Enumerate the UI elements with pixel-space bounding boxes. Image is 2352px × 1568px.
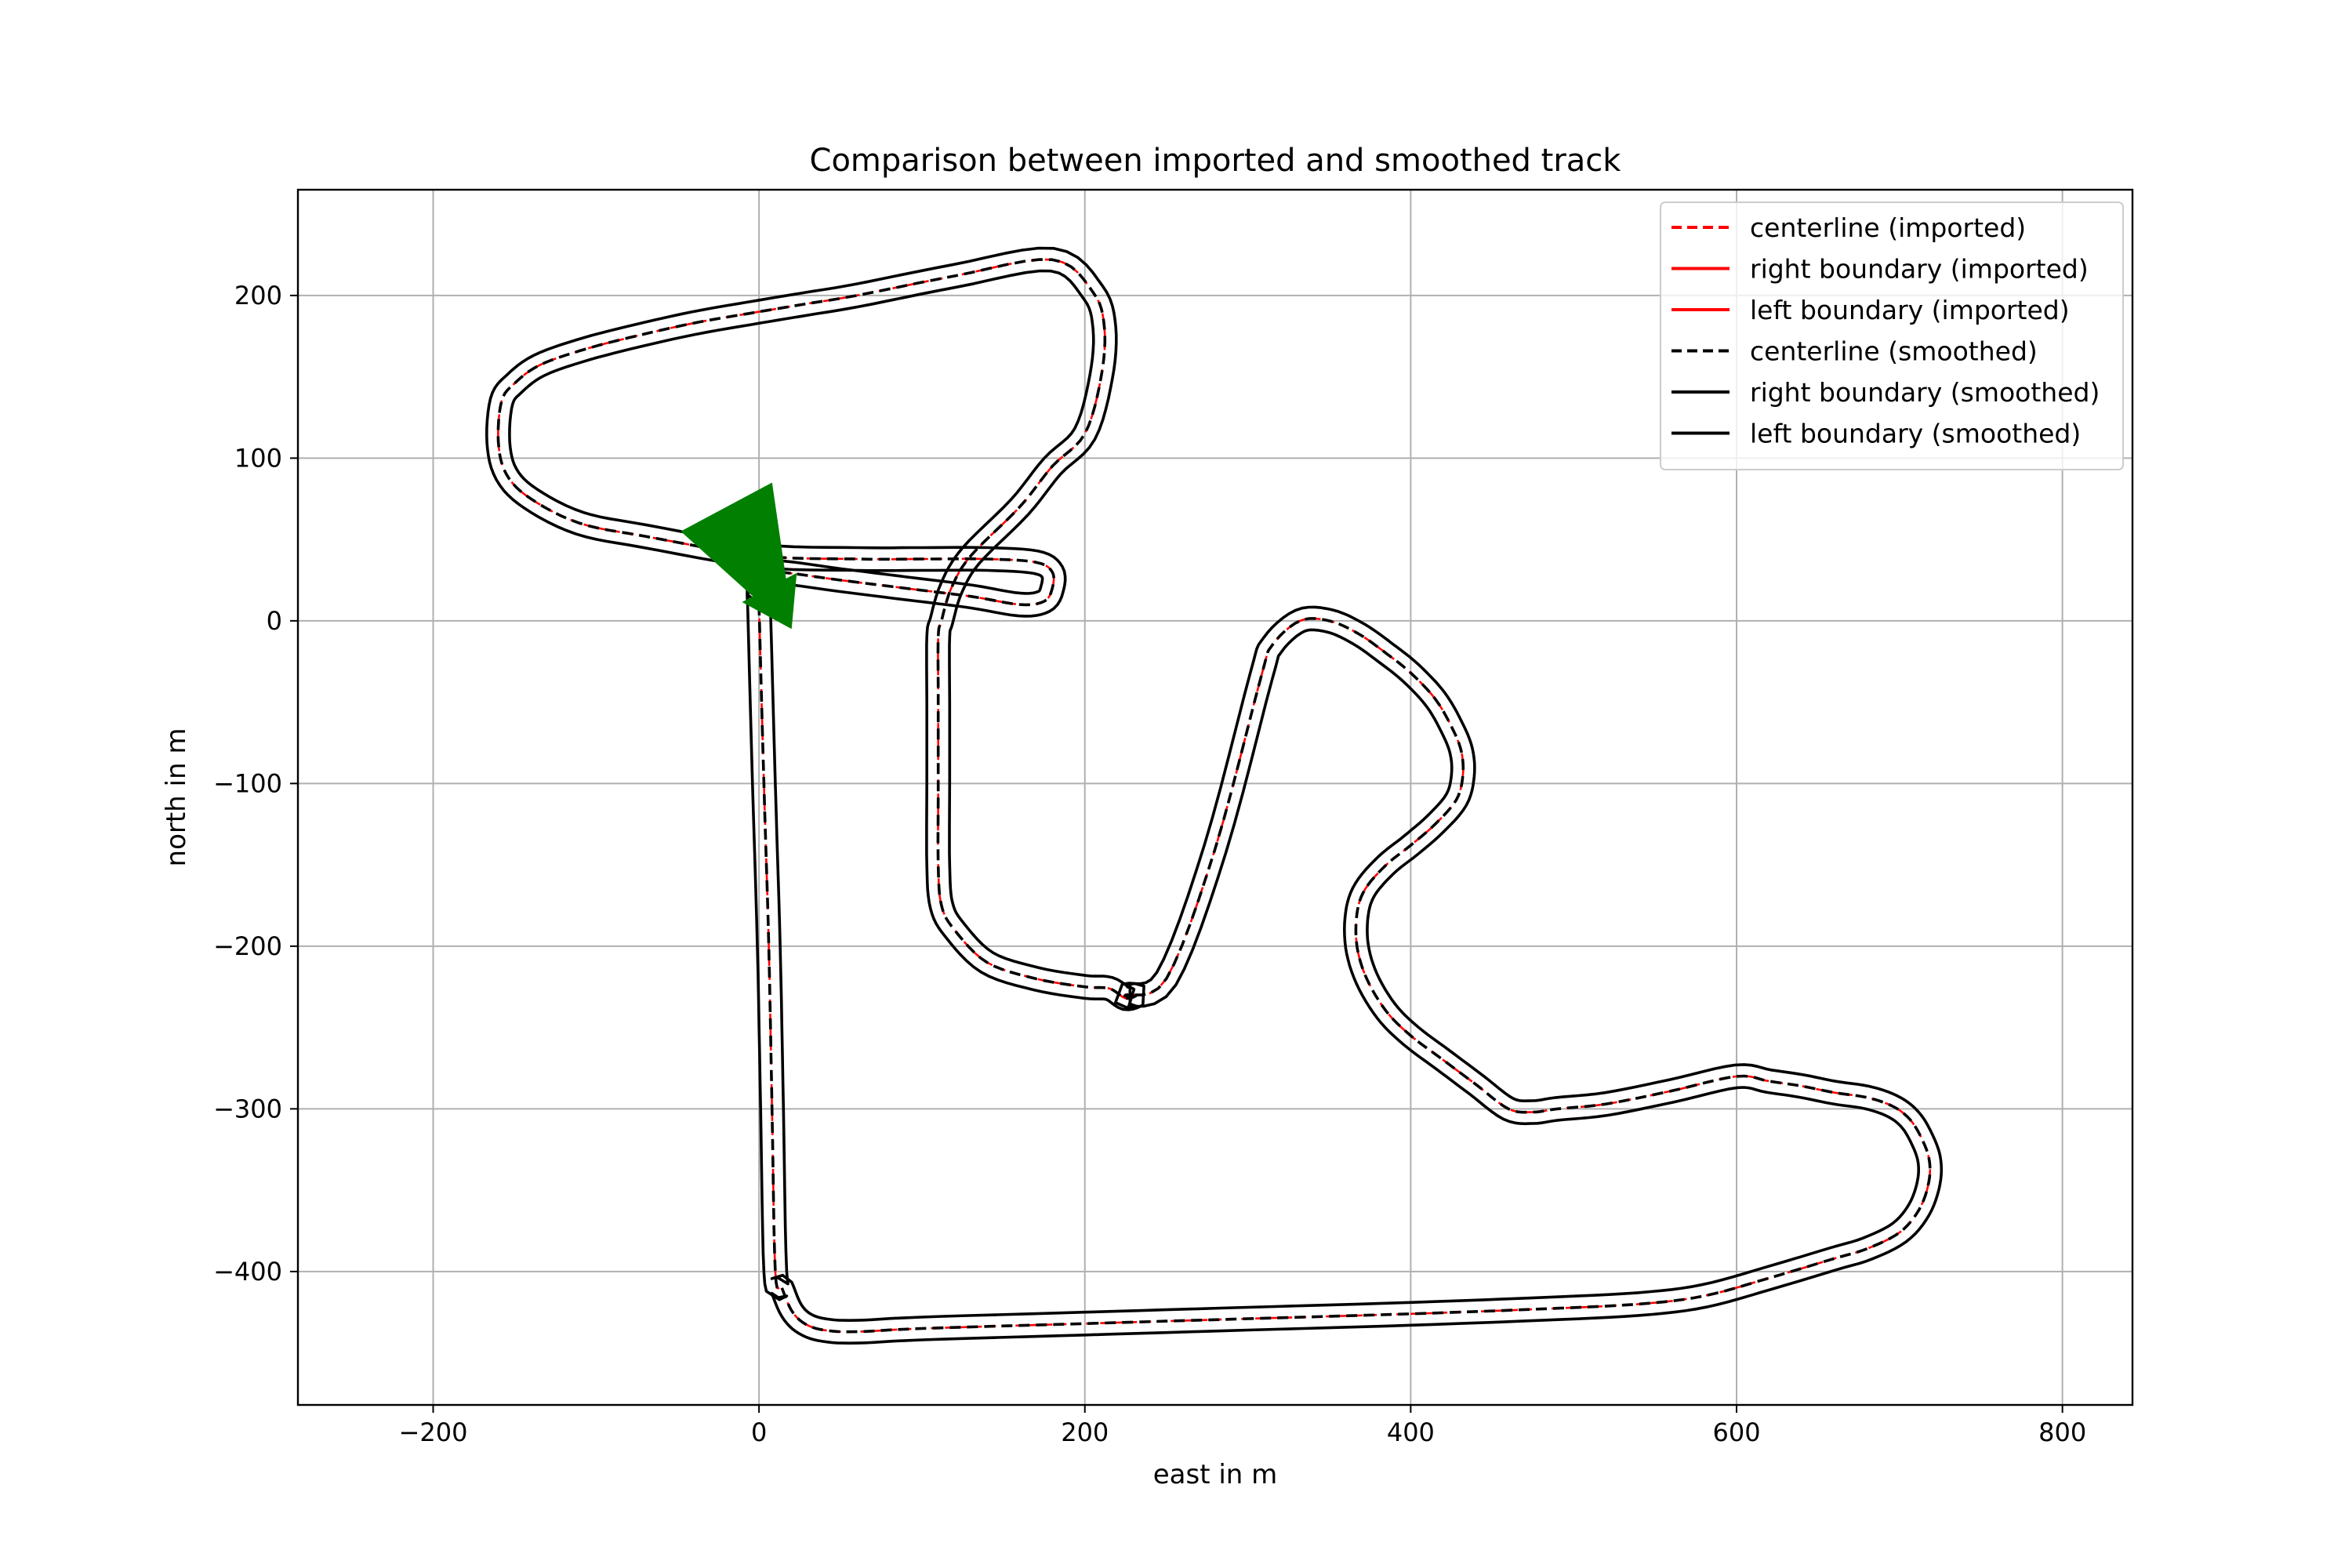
x-tick-label: 400 [1387,1417,1435,1447]
x-tick-label: −200 [399,1417,468,1447]
grid [298,190,2132,1405]
legend-box [1660,201,2124,470]
x-tick-label: 0 [751,1417,767,1447]
y-tick-label: 200 [234,281,282,310]
legend-label: left boundary (smoothed) [1750,419,2081,449]
legend: centerline (imported) right boundary (imp… [1660,201,2124,470]
direction-arrow [681,482,797,630]
y-tick-label: 100 [234,443,282,473]
start-direction-arrow [681,482,797,630]
x-tick-label: 200 [1061,1417,1109,1447]
legend-label: right boundary (smoothed) [1750,377,2100,408]
legend-label: centerline (imported) [1750,212,2026,243]
y-tick-label: −200 [213,931,282,961]
y-tick-label: −400 [213,1257,282,1287]
y-tick-label: 0 [267,606,282,636]
series-left-boundary-smoothed [508,269,1920,1322]
chart-title: Comparison between imported and smoothed… [810,143,1622,179]
x-tick-label: 800 [2038,1417,2086,1447]
x-tick-label: 600 [1712,1417,1760,1447]
y-tick-label: −300 [213,1094,282,1123]
y-axis-label: north in m [161,728,192,867]
track-plot [485,246,1944,1345]
legend-label: right boundary (imported) [1750,254,2089,285]
series-centerline-smoothed [496,258,1932,1334]
legend-label: centerline (smoothed) [1750,336,2038,367]
legend-label: left boundary (imported) [1750,295,2070,325]
x-axis-label: east in m [1153,1459,1278,1490]
axis-ticks: −200 0 200 400 600 800 −400 −300 −200 −100 0 100 200 [213,281,2086,1447]
series-right-boundary-smoothed [485,246,1944,1345]
y-tick-label: −100 [213,768,282,798]
plot-frame [296,188,2134,1406]
